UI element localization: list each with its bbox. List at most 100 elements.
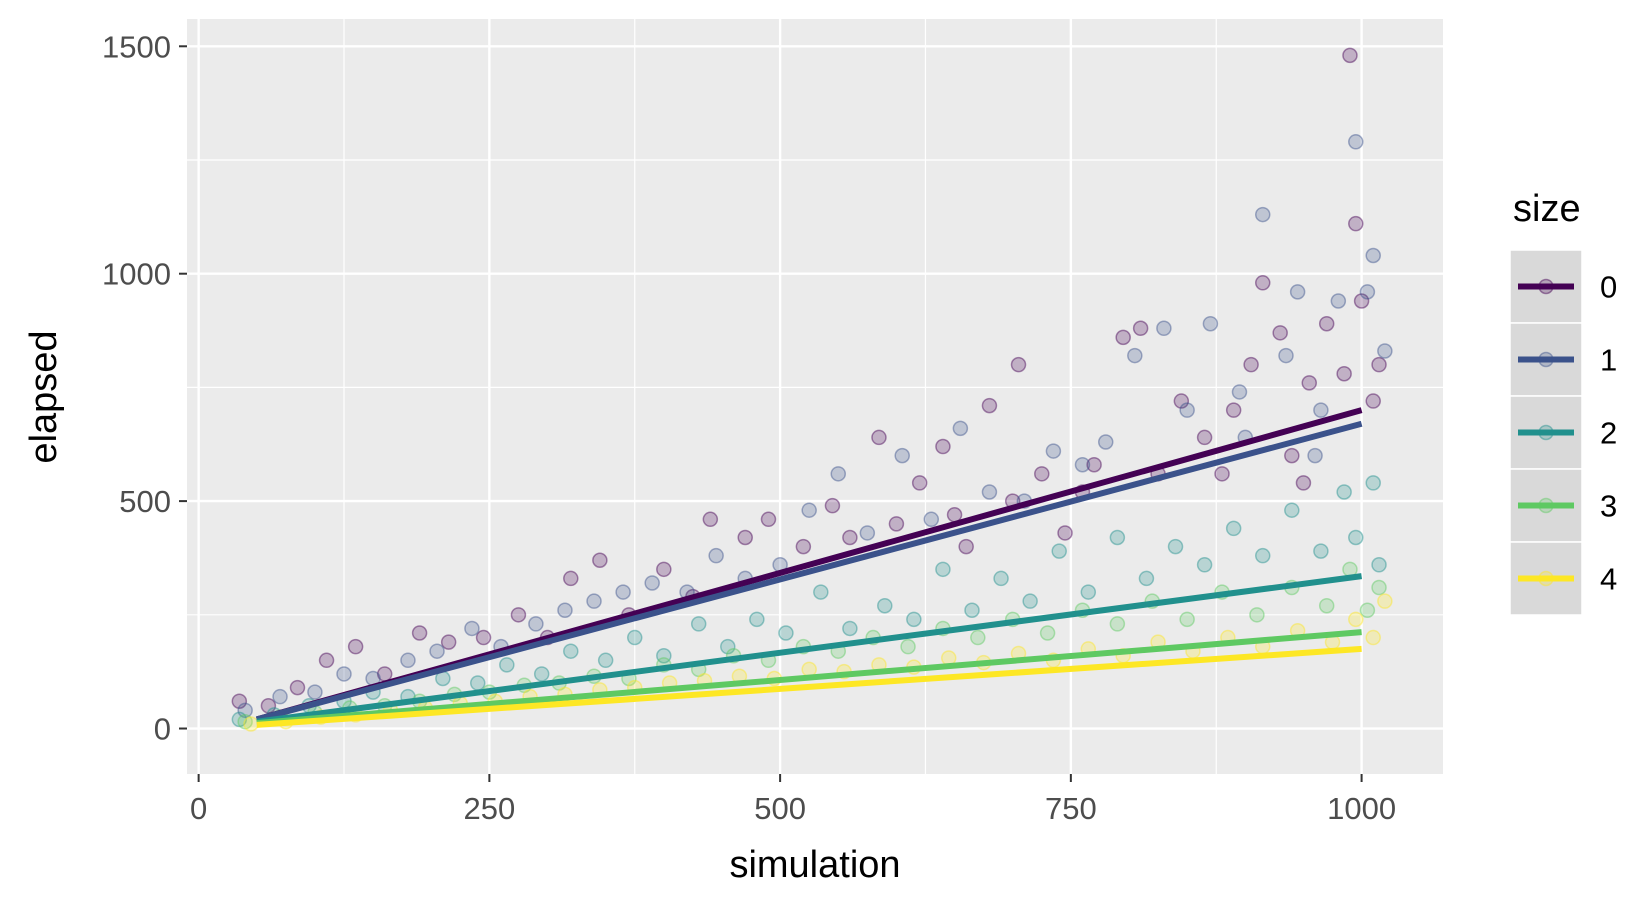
data-point-size-2 [1254,547,1271,564]
data-point-size-0 [871,429,887,446]
data-point-size-0 [1295,475,1312,491]
data-point-size-3 [1249,607,1265,623]
data-point-size-2 [778,625,794,641]
data-point-size-3 [900,638,916,655]
y-axis: 0 500 1000 1500 [102,29,187,747]
data-point-size-0 [289,679,306,696]
data-point-size-0 [737,529,753,546]
data-point-size-0 [842,529,858,546]
data-point-size-0 [1272,325,1288,341]
data-point-size-2 [1284,502,1300,518]
data-point-size-1 [859,525,876,541]
y-tick-label: 500 [119,484,171,519]
data-point-size-0 [702,511,719,528]
data-point-size-0 [347,638,364,655]
y-tick-label: 1500 [102,29,171,64]
data-point-size-1 [1365,247,1381,264]
y-axis-title: elapsed [23,330,65,463]
data-point-size-1 [237,702,253,719]
data-point-size-0 [1173,393,1190,409]
x-tick-label: 750 [1045,791,1097,826]
data-point-size-0 [231,693,248,709]
data-point-size-0 [1318,315,1335,332]
data-point-size-3 [1039,625,1056,641]
data-point-size-2 [563,643,579,659]
data-point-size-1 [336,666,352,682]
data-point-size-2 [906,611,922,628]
data-point-size-2 [964,602,980,619]
data-point-size-0 [795,538,812,555]
data-point-size-0 [1301,375,1318,391]
data-point-size-0 [1254,275,1271,291]
data-point-size-1 [923,511,940,528]
data-point-size-1 [615,584,631,600]
data-point-size-0 [1336,366,1352,382]
data-point-size-2 [842,620,858,637]
data-point-size-3 [1109,616,1126,632]
data-point-size-1 [1074,456,1091,473]
data-point-size-1 [557,602,573,619]
legend-label-2: 2 [1600,416,1617,451]
data-point-size-0 [1348,215,1364,232]
data-point-size-0 [1243,356,1259,373]
y-tick-label: 1000 [102,257,171,292]
data-point-size-0 [563,570,579,587]
data-point-size-2 [1022,593,1038,609]
trend-line-size-1 [256,420,1363,723]
y-tick-label: 0 [154,712,171,747]
data-point-size-2 [1365,475,1381,491]
data-point-size-3 [1359,602,1376,619]
data-point-size-0 [656,561,672,578]
legend-label-1: 1 [1600,343,1617,378]
data-point-size-0 [1057,525,1073,541]
data-point-size-2 [1080,584,1097,600]
data-point-size-2 [1051,543,1067,559]
data-point-size-0 [1284,447,1300,464]
data-point-size-2 [1138,570,1155,587]
data-point-size-1 [1348,134,1364,150]
data-point-size-2 [1336,484,1352,500]
data-point-size-3 [1371,579,1387,596]
data-point-size-1 [708,547,724,564]
data-point-size-1 [528,616,544,632]
data-point-size-4 [243,716,259,732]
data-point-size-0 [1196,429,1213,446]
data-point-size-1 [1231,384,1248,400]
plot-panel [187,19,1443,774]
x-tick-label: 1000 [1327,791,1396,826]
data-point-size-1 [1330,293,1347,309]
data-point-size-0 [440,634,457,650]
data-point-size-2 [720,638,736,655]
data-point-size-1 [1377,343,1393,359]
data-point-size-2 [749,611,765,628]
trend-line-size-4 [256,645,1362,728]
data-point-size-2 [690,616,707,632]
data-point-size-2 [1371,557,1387,573]
minor-gridlines [187,19,1443,774]
data-point-size-0 [592,552,608,568]
data-point-size-0 [1365,393,1381,409]
data-point-size-1 [429,643,445,659]
data-point-size-1 [1313,402,1329,418]
data-point-size-2 [499,657,515,673]
data-point-size-0 [824,497,841,514]
data-point-size-0 [318,652,335,669]
data-point-size-0 [1214,466,1230,482]
legend-title: size [1513,188,1581,230]
data-point-size-2 [656,647,672,664]
legend: size 0 1 2 3 4 [1509,188,1617,616]
data-point-size-2 [993,570,1009,587]
data-point-size-1 [1289,284,1306,300]
data-point-size-1 [952,420,969,437]
data-point-size-1 [894,447,910,464]
data-point-size-1 [272,688,288,705]
data-point-size-0 [1132,320,1149,337]
data-point-size-1 [1202,315,1219,332]
data-point-size-0 [1342,47,1358,64]
data-point-size-0 [1115,329,1131,346]
data-point-size-4 [1348,611,1364,628]
data-point-size-1 [1278,347,1294,364]
data-point-size-4 [1377,593,1393,609]
data-point-size-3 [237,713,253,730]
